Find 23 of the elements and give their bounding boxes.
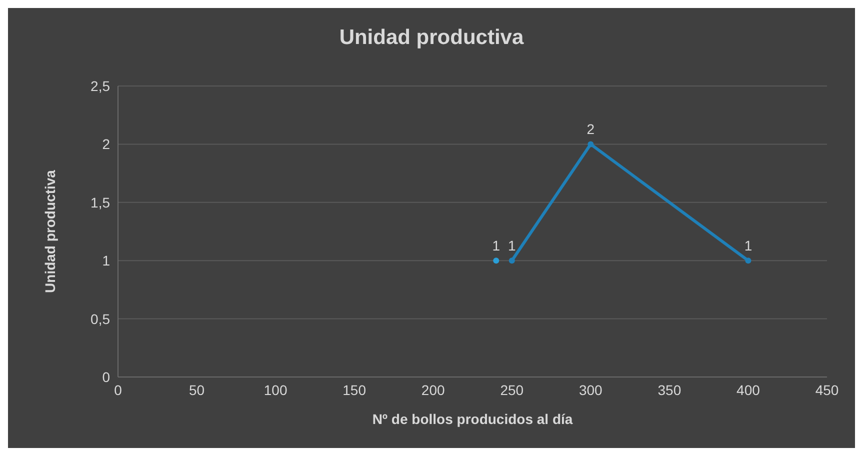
y-tick-label: 0 bbox=[102, 368, 110, 385]
y-tick-label: 0,5 bbox=[90, 310, 110, 327]
x-tick-label: 150 bbox=[342, 382, 366, 398]
x-tick-label: 100 bbox=[264, 382, 288, 398]
x-tick-label: 200 bbox=[421, 382, 446, 398]
data-label: 2 bbox=[586, 121, 595, 138]
x-axis-title: Nº de bollos producidos al día bbox=[372, 411, 573, 427]
y-tick-label: 1 bbox=[102, 252, 110, 269]
x-tick-label: 400 bbox=[736, 382, 760, 398]
x-tick-label: 0 bbox=[114, 382, 122, 398]
data-label: 1 bbox=[508, 238, 516, 254]
data-label: 1 bbox=[744, 238, 752, 254]
y-tick-label: 2 bbox=[102, 136, 110, 152]
x-tick-label: 350 bbox=[658, 382, 682, 398]
x-tick-label: 250 bbox=[500, 382, 524, 398]
chart-title: Unidad productiva bbox=[338, 26, 525, 50]
data-label: 1 bbox=[492, 238, 500, 254]
x-tick-label: 50 bbox=[188, 382, 205, 398]
x-tick-label: 450 bbox=[815, 382, 839, 398]
y-tick-label: 2,5 bbox=[90, 78, 110, 94]
y-axis-title: Unidad productiva bbox=[42, 170, 58, 293]
y-tick-label: 1,5 bbox=[90, 194, 110, 210]
x-tick-label: 300 bbox=[578, 382, 603, 398]
